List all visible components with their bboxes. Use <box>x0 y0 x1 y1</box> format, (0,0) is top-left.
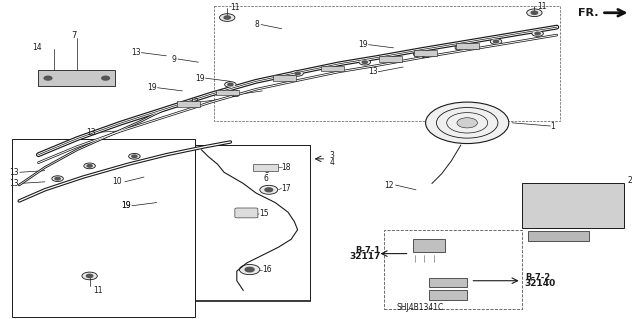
Circle shape <box>527 9 542 17</box>
Text: 2: 2 <box>627 176 632 185</box>
Circle shape <box>129 153 140 159</box>
Circle shape <box>52 176 63 182</box>
Bar <box>528 231 589 241</box>
Circle shape <box>86 274 93 278</box>
Text: 11: 11 <box>93 286 102 295</box>
Text: 15: 15 <box>259 209 269 218</box>
Bar <box>321 66 344 71</box>
Circle shape <box>102 76 109 80</box>
Bar <box>379 56 402 62</box>
Text: SHJ4B1341C: SHJ4B1341C <box>397 303 444 312</box>
Text: B-7-2: B-7-2 <box>525 273 550 282</box>
Text: 13: 13 <box>131 48 141 57</box>
Text: 18: 18 <box>282 163 291 172</box>
Text: B-7-1: B-7-1 <box>356 246 381 255</box>
Text: 12: 12 <box>384 181 394 189</box>
Bar <box>177 101 200 107</box>
Circle shape <box>426 102 509 144</box>
Circle shape <box>224 16 230 19</box>
Text: 9: 9 <box>171 55 176 63</box>
Bar <box>429 278 467 287</box>
Circle shape <box>239 264 260 275</box>
Text: 17: 17 <box>282 184 291 193</box>
Text: 13: 13 <box>420 51 430 60</box>
Text: 14: 14 <box>32 43 42 52</box>
Circle shape <box>535 32 540 35</box>
Text: 13: 13 <box>10 168 19 177</box>
Bar <box>414 50 437 56</box>
Text: 19: 19 <box>358 40 368 49</box>
Text: 13: 13 <box>10 179 19 188</box>
FancyBboxPatch shape <box>235 208 258 218</box>
Text: 4: 4 <box>330 158 335 167</box>
Circle shape <box>532 31 543 36</box>
Circle shape <box>84 163 95 169</box>
Circle shape <box>531 11 538 14</box>
Text: 11: 11 <box>538 2 547 11</box>
Bar <box>216 90 239 95</box>
Text: 13: 13 <box>189 98 198 107</box>
Circle shape <box>292 70 303 76</box>
Text: 13: 13 <box>230 90 240 99</box>
Text: FR.: FR. <box>578 8 598 18</box>
Circle shape <box>82 272 97 280</box>
Text: 1: 1 <box>550 122 555 130</box>
Bar <box>384 230 522 309</box>
Circle shape <box>457 118 477 128</box>
Circle shape <box>225 82 236 87</box>
Text: 19: 19 <box>195 74 205 83</box>
Text: 19: 19 <box>122 201 131 210</box>
Text: 3: 3 <box>330 151 335 160</box>
Bar <box>195 145 310 300</box>
Text: 32140: 32140 <box>525 279 556 288</box>
Circle shape <box>455 45 467 51</box>
Circle shape <box>458 47 463 49</box>
Bar <box>12 139 195 317</box>
Bar <box>413 239 445 252</box>
Circle shape <box>260 185 278 194</box>
Circle shape <box>490 39 502 44</box>
Text: 16: 16 <box>262 265 272 274</box>
Bar <box>38 70 115 86</box>
Circle shape <box>87 165 92 167</box>
Bar <box>522 183 624 228</box>
Circle shape <box>132 155 137 158</box>
Text: 19: 19 <box>122 201 131 210</box>
Text: 32117: 32117 <box>349 252 381 261</box>
Bar <box>253 164 278 171</box>
Bar <box>429 290 467 300</box>
Circle shape <box>265 188 273 192</box>
Bar <box>195 145 310 301</box>
Circle shape <box>359 59 371 65</box>
Circle shape <box>362 61 367 63</box>
Circle shape <box>44 76 52 80</box>
Text: 6: 6 <box>264 174 269 183</box>
Circle shape <box>220 14 235 21</box>
Bar <box>456 43 479 49</box>
Circle shape <box>417 53 422 56</box>
Circle shape <box>413 51 425 57</box>
Text: 5: 5 <box>264 166 269 175</box>
Circle shape <box>493 40 499 43</box>
Text: 13: 13 <box>86 128 96 137</box>
Text: 13: 13 <box>368 67 378 76</box>
Text: 10: 10 <box>112 177 122 186</box>
Bar <box>273 75 296 81</box>
Circle shape <box>295 72 300 75</box>
Text: 19: 19 <box>147 83 157 92</box>
Circle shape <box>245 267 254 272</box>
Text: 7: 7 <box>71 31 76 40</box>
Text: 11: 11 <box>230 4 240 12</box>
Text: 8: 8 <box>255 20 259 29</box>
Circle shape <box>55 177 60 180</box>
Circle shape <box>228 83 233 86</box>
